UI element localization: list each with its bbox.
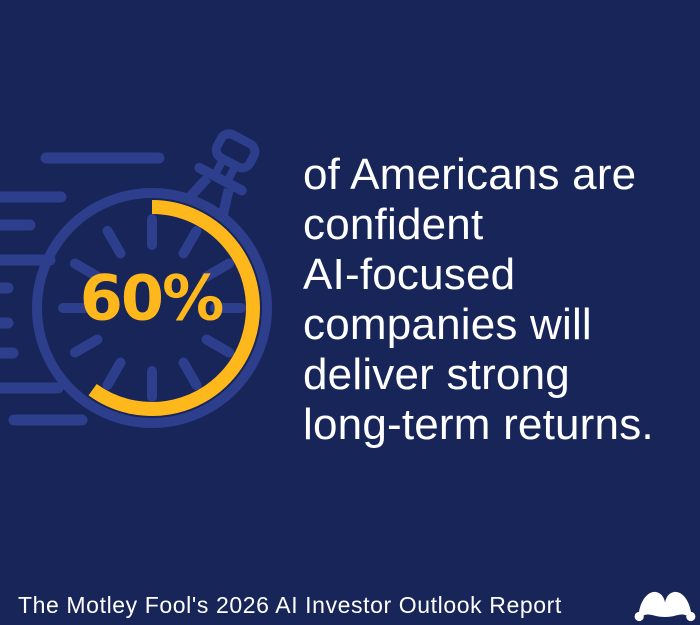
tick-mark (69, 258, 103, 282)
crown-shoulder (194, 162, 247, 196)
jester-bell (686, 611, 696, 622)
tick-mark (102, 357, 126, 391)
headline-line: of Americans are (303, 150, 637, 199)
progress-arc (88, 200, 260, 416)
tick-mark (178, 225, 202, 259)
crown-side (217, 188, 234, 217)
headline-line: companies will (303, 300, 592, 349)
stopwatch-crown (185, 129, 260, 217)
tick-mark (201, 334, 235, 358)
headline-line: confident (303, 200, 484, 249)
jester-bell (634, 611, 644, 622)
tick-mark (69, 334, 103, 358)
tick-mark (201, 258, 235, 282)
stopwatch-dial (32, 188, 272, 428)
crown-side (185, 174, 212, 201)
headline-line: deliver strong (303, 350, 570, 399)
stat-value: 60% (79, 261, 224, 335)
trademark-symbol: ™ (670, 611, 676, 617)
source-text: The Motley Fool's 2026 AI Investor Outlo… (18, 592, 562, 618)
dial-ticks (58, 214, 246, 402)
headline-line: AI-focused (303, 250, 516, 299)
jester-cap-shape (638, 591, 692, 617)
tick-mark (102, 225, 126, 259)
speed-lines (0, 152, 165, 426)
headline: of Americans are confident AI-focused co… (303, 150, 654, 450)
headline-line: long-term returns. (303, 400, 654, 449)
tick-mark (178, 357, 202, 391)
crown-button (211, 129, 260, 173)
motley-fool-jester-cap-icon (634, 591, 696, 622)
